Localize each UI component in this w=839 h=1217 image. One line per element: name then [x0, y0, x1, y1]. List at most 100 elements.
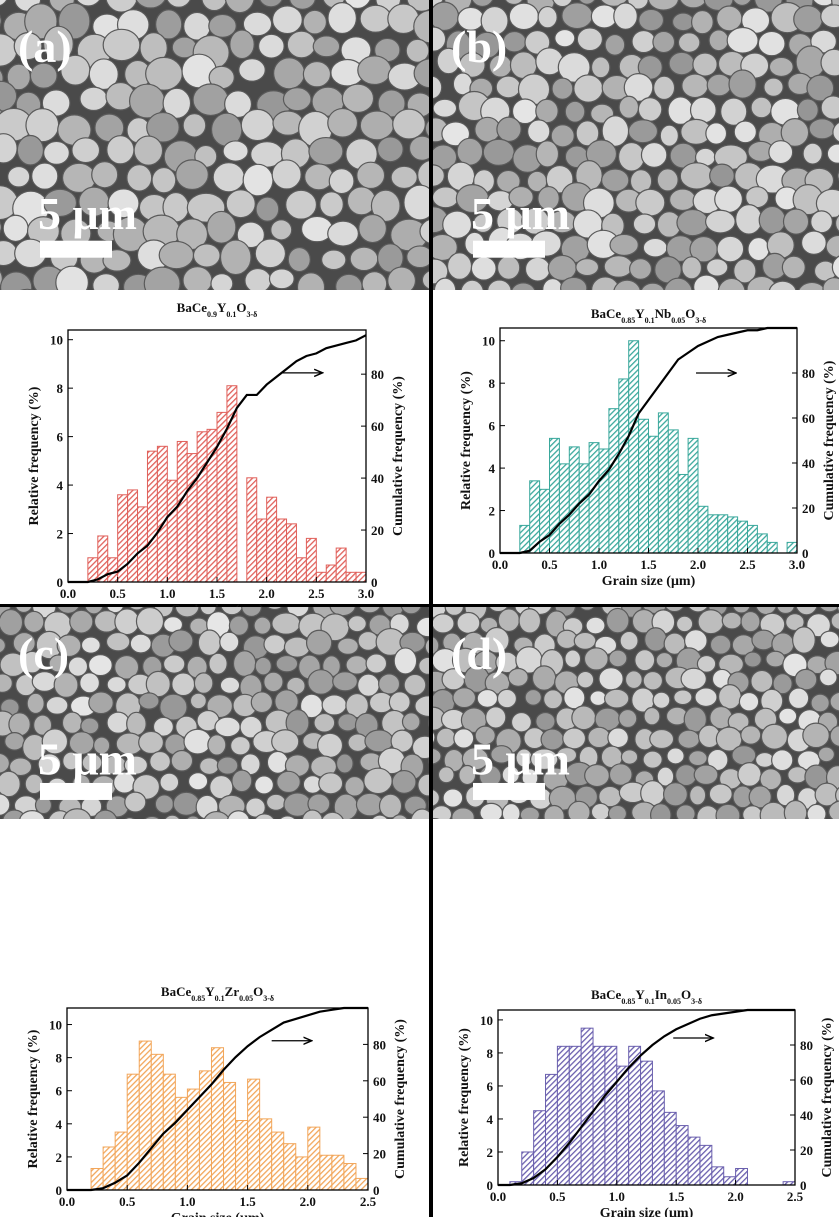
- bar: [107, 557, 119, 583]
- grain: [0, 0, 8, 7]
- y2-tick-label: 20: [802, 501, 815, 516]
- y2-axis-label: Cumulative frequency (%): [820, 1017, 835, 1177]
- grain: [717, 277, 746, 290]
- bar: [667, 429, 679, 554]
- grain: [428, 607, 429, 610]
- title-part: Zr: [225, 984, 240, 999]
- grain: [708, 783, 733, 805]
- grain: [69, 609, 94, 634]
- grain: [403, 184, 429, 221]
- grain: [496, 255, 521, 280]
- bar: [210, 1047, 225, 1191]
- grain: [691, 9, 714, 35]
- grain: [433, 636, 440, 655]
- grain: [802, 722, 830, 749]
- grain: [655, 651, 674, 669]
- scale-bar: [473, 782, 545, 800]
- grain: [759, 768, 783, 791]
- grain: [519, 806, 541, 819]
- bar: [343, 1163, 357, 1191]
- grain: [321, 694, 348, 716]
- grain: [253, 616, 272, 635]
- grain: [716, 5, 743, 32]
- grain: [67, 656, 89, 677]
- y2-tick-label: 80: [371, 367, 384, 382]
- x-tick-label: 3.0: [789, 557, 805, 572]
- grain: [21, 650, 43, 674]
- y-tick-label: 8: [56, 1051, 63, 1066]
- x-tick-label: 0.0: [492, 557, 508, 572]
- bar: [578, 463, 590, 554]
- bar: [711, 1166, 725, 1186]
- grain: [551, 77, 574, 100]
- bar: [90, 1167, 104, 1191]
- grain: [0, 14, 2, 28]
- y-tick-label: 6: [489, 419, 496, 434]
- grain: [632, 213, 657, 235]
- grain: [607, 804, 628, 819]
- y2-axis-label: Cumulative frequency (%): [393, 1019, 408, 1179]
- grain: [370, 189, 401, 223]
- sem-image: [433, 607, 839, 819]
- grain: [365, 653, 388, 674]
- y-tick-label: 10: [482, 334, 495, 349]
- grain: [236, 221, 265, 249]
- grain: [406, 245, 429, 269]
- grain: [576, 670, 595, 689]
- grain: [224, 0, 255, 14]
- grain: [220, 607, 244, 616]
- grain: [819, 607, 839, 613]
- bar: [246, 477, 258, 583]
- bar: [335, 547, 347, 583]
- grain: [81, 753, 103, 773]
- grain: [206, 210, 237, 244]
- grain: [714, 185, 744, 214]
- grain: [133, 135, 164, 166]
- grain: [265, 793, 287, 811]
- grain: [806, 803, 827, 819]
- y2-tick-label: 0: [800, 1178, 807, 1193]
- grain: [775, 783, 796, 807]
- bar: [687, 1136, 701, 1186]
- grain: [638, 8, 665, 32]
- grain: [388, 691, 411, 714]
- grain: [149, 750, 172, 773]
- grain: [471, 0, 494, 8]
- grain: [557, 52, 591, 83]
- y-tick-label: 6: [57, 430, 64, 445]
- grain: [305, 629, 333, 656]
- y-axis-label: Relative frequency (%): [457, 1028, 472, 1167]
- y-tick-label: 0: [487, 1178, 494, 1193]
- grain: [349, 246, 379, 272]
- bar: [604, 1045, 618, 1186]
- grain: [377, 89, 406, 118]
- grain: [357, 630, 379, 651]
- grain: [225, 189, 256, 219]
- grain: [676, 208, 709, 237]
- y2-tick-label: 40: [371, 471, 384, 486]
- grain: [617, 141, 646, 172]
- grain: [795, 607, 818, 616]
- title-part: O: [236, 300, 246, 315]
- grain: [694, 687, 718, 708]
- grain: [105, 631, 131, 652]
- grain: [508, 185, 534, 209]
- grain: [287, 246, 311, 273]
- grain: [437, 766, 455, 784]
- grain: [828, 800, 839, 819]
- grain: [433, 75, 443, 100]
- y-tick-label: 10: [480, 1013, 493, 1028]
- grain: [757, 30, 786, 57]
- grain: [328, 167, 355, 195]
- grain: [668, 51, 695, 76]
- grain: [496, 688, 518, 709]
- grain: [458, 764, 477, 786]
- y-tick-label: 4: [489, 461, 496, 476]
- grain: [485, 706, 507, 729]
- grain: [831, 255, 839, 280]
- bar: [640, 1060, 653, 1186]
- grain: [550, 124, 575, 148]
- x-tick-label: 2.5: [360, 1194, 377, 1209]
- x-tick-label: 0.5: [549, 1189, 566, 1204]
- grain: [731, 745, 757, 766]
